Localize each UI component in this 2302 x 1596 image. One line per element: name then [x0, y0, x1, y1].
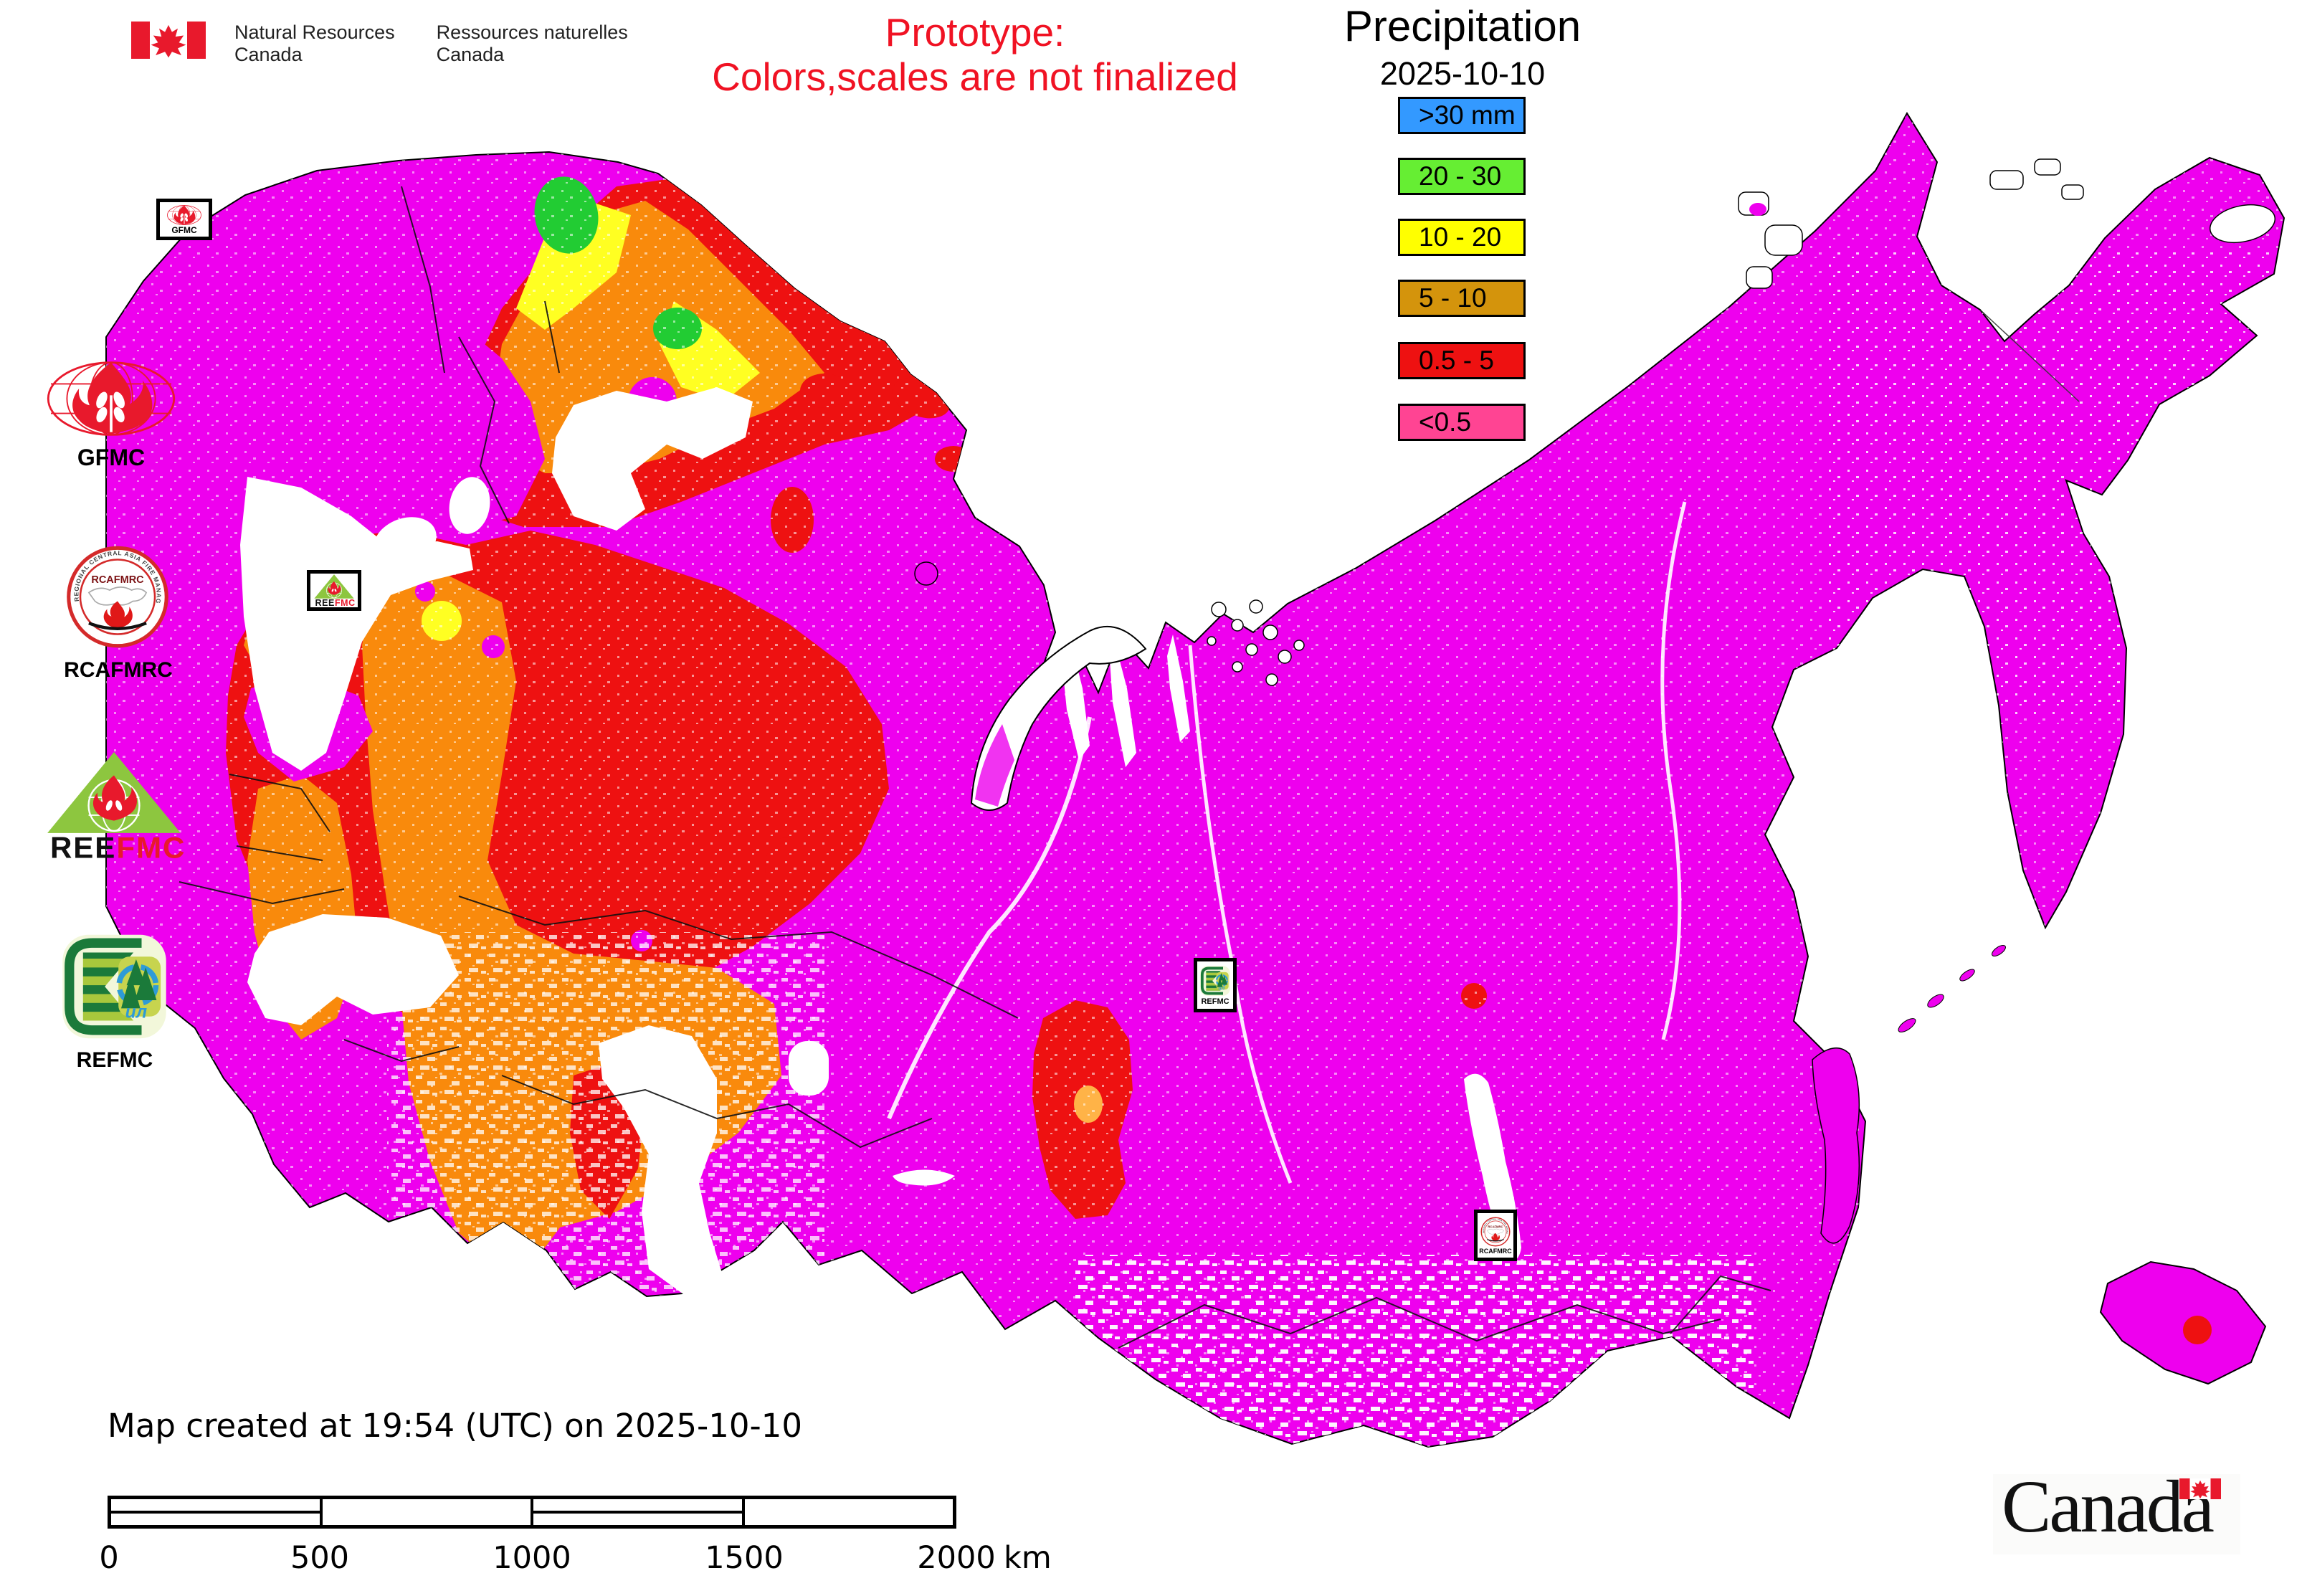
prototype-line1: Prototype: [885, 10, 1065, 54]
scale-unit: km [1004, 1540, 1052, 1576]
gfmc-marker-icon [166, 204, 203, 226]
nrcan-text-en: Natural Resources Canada [234, 22, 395, 66]
scale-tick: 0 [99, 1540, 119, 1576]
scale-bar-segment [323, 1499, 533, 1525]
canada-wordmark-text: Canada [2002, 1466, 2215, 1548]
scale-tick: 500 [290, 1540, 350, 1576]
scale-bar [108, 1496, 956, 1529]
scale-bar-segment [745, 1499, 953, 1525]
nrcan-text-fr: Ressources naturelles Canada [437, 22, 628, 66]
prototype-warning: Prototype: Colors,scales are not finaliz… [645, 10, 1305, 99]
agency-fr-line1: Ressources naturelles [436, 22, 628, 43]
reefmc-marker-icon [312, 574, 356, 607]
map-marker-label: GFMC [171, 225, 197, 235]
legend-entry-label: 20 - 30 [1419, 161, 1502, 191]
legend-title: Precipitation [1343, 2, 1582, 50]
arctic-islands [914, 158, 2276, 1385]
legend-entry-label: <0.5 [1419, 407, 1472, 437]
gfmc-label: GFMC [77, 445, 146, 470]
scale-bar-segment [111, 1499, 323, 1525]
gfmc-logo-icon [43, 358, 179, 439]
rcafmrc-logo-icon [61, 545, 174, 649]
rcafmrc-marker-icon [1480, 1217, 1511, 1247]
map-marker-label: REFMC [1201, 997, 1230, 1006]
country-borders [179, 186, 2080, 1349]
legend-entry-label: 10 - 20 [1419, 222, 1502, 252]
legend-entry-label: 5 - 10 [1419, 283, 1487, 313]
legend-entry: >30 mm [1398, 97, 1526, 134]
legend-entry-label: >30 mm [1419, 100, 1516, 130]
prototype-line2: Colors,scales are not finalized [712, 54, 1238, 99]
legend-entry: 5 - 10 [1398, 280, 1526, 317]
legend-entry: 20 - 30 [1398, 158, 1526, 195]
refmc-label: REFMC [76, 1048, 153, 1072]
agency-en-line1: Natural Resources [234, 22, 395, 43]
refmc-marker-icon [1199, 965, 1231, 997]
canada-wordmark: Canada [1993, 1466, 2240, 1554]
reefmc-logo-icon [39, 749, 189, 863]
legend-entry: 10 - 20 [1398, 219, 1526, 256]
agency-en-line2: Canada [234, 44, 303, 65]
legend-entry: <0.5 [1398, 404, 1526, 441]
scale-bar-ticks: 0 500 1000 1500 2000 km [0, 1540, 2302, 1583]
scale-tick: 2000 [917, 1540, 996, 1576]
map-marker-reefmc [307, 570, 361, 611]
agency-fr-line2: Canada [436, 44, 505, 65]
canada-flag-icon [131, 22, 206, 59]
nrcan-signature: Natural Resources Canada Ressources natu… [131, 22, 628, 66]
seas-lakes [240, 387, 1521, 1298]
map-marker-gfmc: GFMC [156, 199, 212, 240]
canada-wordmark-flag-icon [2179, 1478, 2221, 1499]
refmc-logo-icon [59, 932, 170, 1041]
legend-entry-label: 0.5 - 5 [1419, 346, 1494, 375]
scale-tick: 1000 [493, 1540, 571, 1576]
legend-entry: 0.5 - 5 [1398, 342, 1526, 379]
map-marker-refmc: REFMC [1194, 958, 1237, 1012]
map-created-text: Map created at 19:54 (UTC) on 2025-10-10 [108, 1407, 802, 1445]
legend-date: 2025-10-10 [1379, 55, 1546, 92]
map-marker-rcafmrc: RCAFMRC [1474, 1210, 1517, 1261]
legend-header: Precipitation 2025-10-10 [1312, 1, 1613, 92]
map-marker-label: RCAFMRC [1479, 1247, 1512, 1255]
scale-bar-segment [533, 1499, 745, 1525]
scale-tick: 1500 [705, 1540, 784, 1576]
rcafmrc-label: RCAFMRC [64, 658, 173, 682]
